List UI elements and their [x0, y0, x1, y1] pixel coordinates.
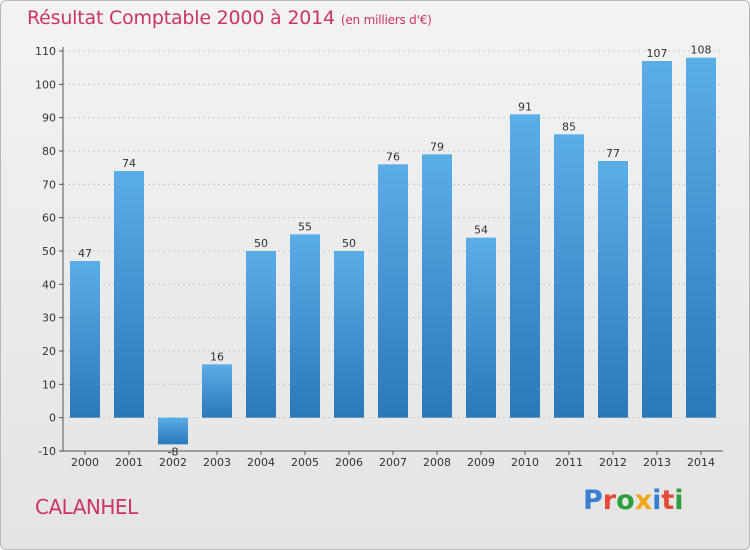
chart-title: Résultat Comptable 2000 à 2014 (en millie…	[27, 7, 432, 29]
data-label-2002: -8	[168, 446, 179, 459]
x-tick-label: 2008	[423, 456, 451, 469]
x-tick-label: 2001	[115, 456, 143, 469]
logo-letter: t	[661, 485, 675, 516]
y-tick-label: 90	[42, 112, 56, 125]
logo-letter: o	[616, 485, 635, 516]
x-tick-label: 2003	[203, 456, 231, 469]
bar-2001	[114, 171, 144, 418]
y-tick-label: 40	[42, 278, 56, 291]
x-tick-label: 2002	[159, 456, 187, 469]
y-tick-label: 110	[35, 45, 56, 58]
y-tick-label: 50	[42, 245, 56, 258]
x-tick-label: 2013	[643, 456, 671, 469]
data-label-2004: 50	[254, 237, 268, 250]
logo-letter: x	[634, 485, 653, 516]
x-tick-label: 2009	[467, 456, 495, 469]
logo-letter: P	[583, 485, 603, 516]
bar-2012	[598, 161, 628, 418]
bar-2011	[554, 134, 584, 418]
bars	[70, 57, 716, 445]
x-tick-label: 2004	[247, 456, 275, 469]
axes: -10 0 10 20 30 40 50 60 70 80 90 100 110 2000 2001 2002…	[35, 45, 723, 469]
data-label-2003: 16	[210, 350, 224, 363]
logo-letter: r	[602, 485, 617, 516]
y-tick-label: 60	[42, 212, 56, 225]
data-label-2007: 76	[386, 150, 400, 163]
bar-2003	[202, 364, 232, 418]
data-label-2014: 108	[691, 44, 712, 57]
logo-letter: i	[652, 485, 662, 516]
x-tick-label: 2007	[379, 456, 407, 469]
commune-name: CALANHEL	[35, 495, 138, 519]
y-tick-label: 70	[42, 178, 56, 191]
y-tick-label: 80	[42, 145, 56, 158]
bar-2008	[422, 154, 452, 418]
data-labels: 47 74 -8 16 50 55 50 76 79 54 91 85 77 107 108	[78, 44, 712, 459]
x-tick-label: 2012	[599, 456, 627, 469]
bar-2002	[158, 417, 188, 445]
data-label-2008: 79	[430, 140, 444, 153]
logo-letter: i	[674, 485, 684, 516]
y-tick-label: 30	[42, 312, 56, 325]
x-tick-label: 2011	[555, 456, 583, 469]
chart-title-text: Résultat Comptable 2000 à 2014	[27, 7, 335, 29]
x-tick-label: 2005	[291, 456, 319, 469]
y-tick-label: -10	[38, 445, 56, 458]
bar-2004	[246, 251, 276, 418]
data-label-2000: 47	[78, 247, 92, 260]
proxiti-logo: Proxiti	[583, 485, 684, 516]
data-label-2001: 74	[122, 157, 136, 170]
data-label-2005: 55	[298, 220, 312, 233]
data-label-2012: 77	[606, 147, 620, 160]
y-tick-label: 100	[35, 78, 56, 91]
data-label-2006: 50	[342, 237, 356, 250]
bar-2014	[686, 57, 716, 418]
x-tick-label: 2010	[511, 456, 539, 469]
chart-subtitle: (en milliers d'€)	[340, 13, 432, 27]
x-tick-label: 2000	[71, 456, 99, 469]
bar-2010	[510, 114, 540, 418]
y-tick-label: 0	[49, 412, 56, 425]
bar-2009	[466, 237, 496, 418]
data-label-2010: 91	[518, 100, 532, 113]
bar-2013	[642, 61, 672, 418]
data-label-2013: 107	[647, 47, 668, 60]
data-label-2009: 54	[474, 224, 488, 237]
y-tick-label: 10	[42, 378, 56, 391]
y-tick-label: 20	[42, 345, 56, 358]
bar-2005	[290, 234, 320, 418]
x-tick-label: 2006	[335, 456, 363, 469]
bar-2007	[378, 164, 408, 418]
data-label-2011: 85	[562, 120, 576, 133]
bar-2000	[70, 261, 100, 418]
x-tick-label: 2014	[687, 456, 715, 469]
bar-2006	[334, 251, 364, 418]
